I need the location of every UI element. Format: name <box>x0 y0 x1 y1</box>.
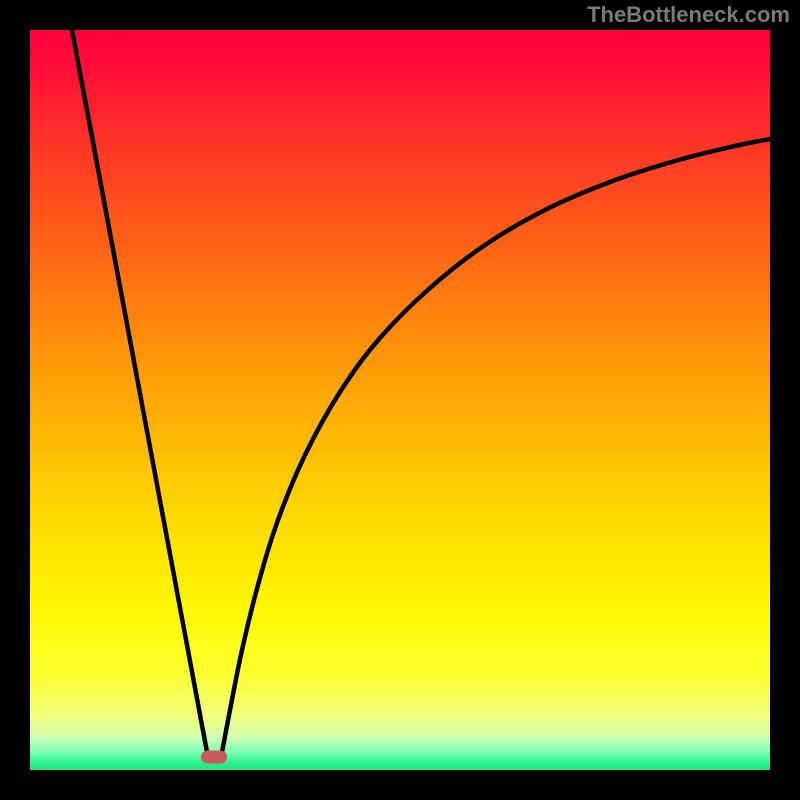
border-bottom <box>0 770 800 800</box>
attribution-text: TheBottleneck.com <box>587 2 790 28</box>
border-left <box>0 0 30 800</box>
chart-frame <box>0 0 800 800</box>
border-right <box>770 0 800 800</box>
optimum-marker <box>201 751 227 764</box>
bottleneck-chart <box>0 0 800 800</box>
